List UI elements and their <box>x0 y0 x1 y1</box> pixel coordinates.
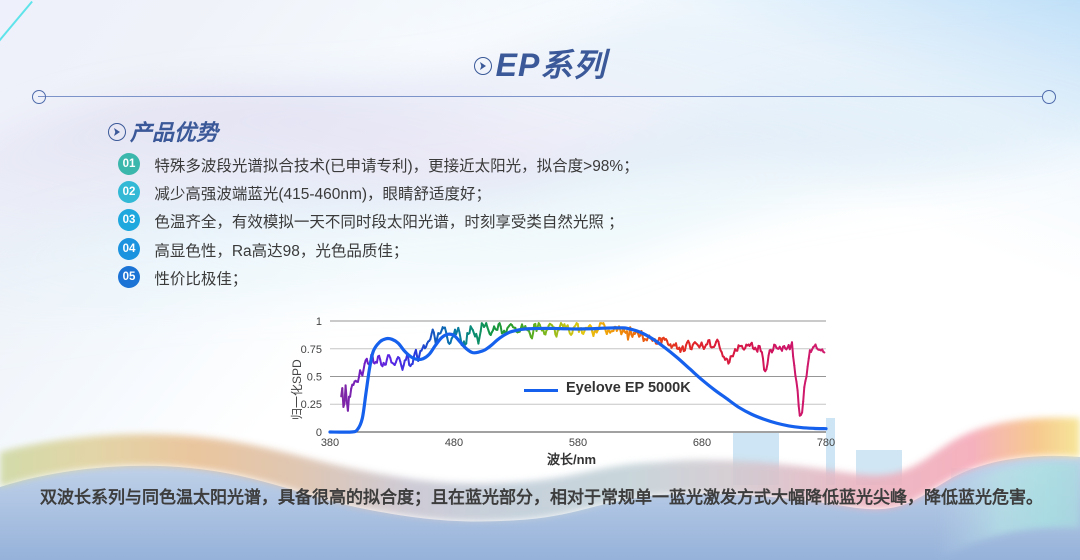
svg-text:0.75: 0.75 <box>301 344 322 356</box>
svg-text:780: 780 <box>817 437 835 449</box>
svg-text:0: 0 <box>316 427 322 439</box>
svg-text:580: 580 <box>569 437 587 449</box>
svg-text:680: 680 <box>693 437 711 449</box>
svg-text:0.5: 0.5 <box>307 372 322 384</box>
svg-text:480: 480 <box>445 437 463 449</box>
svg-text:380: 380 <box>321 437 339 449</box>
svg-text:1: 1 <box>316 316 322 328</box>
